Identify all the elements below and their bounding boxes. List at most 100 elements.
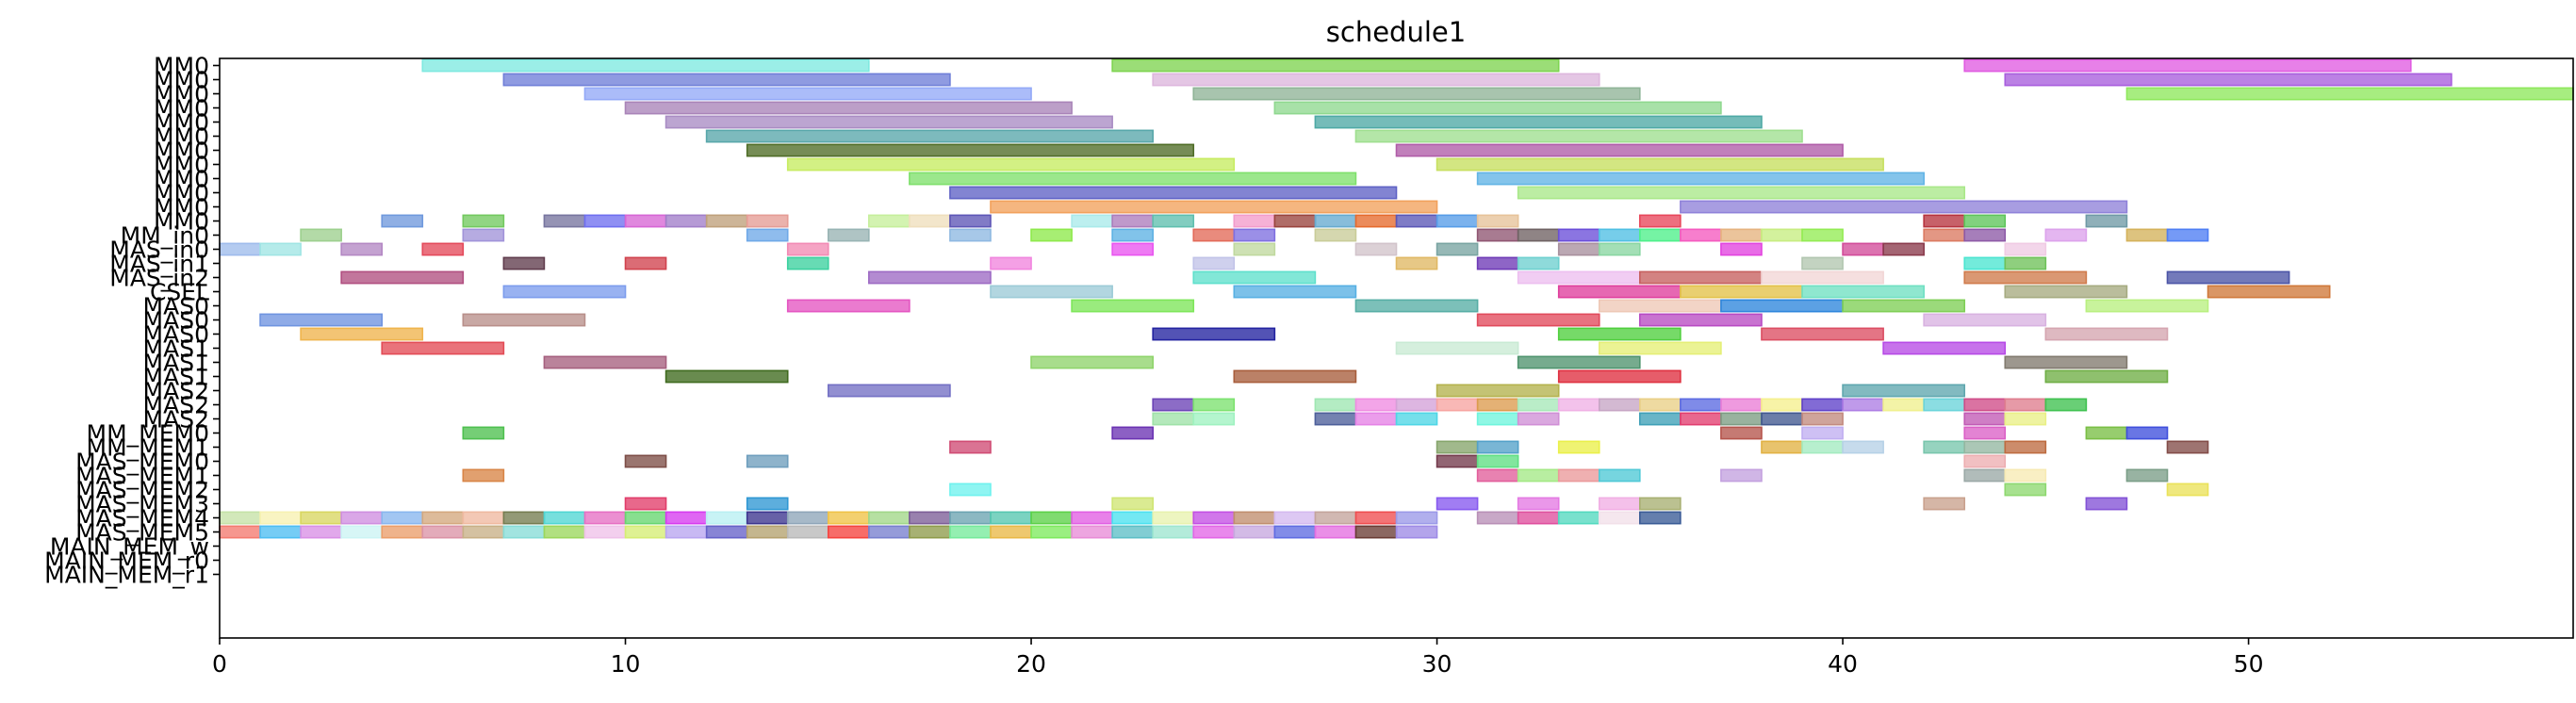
task-bar <box>1963 256 2007 270</box>
task-bar <box>1923 313 2047 327</box>
task-bar <box>949 511 992 525</box>
task-bar <box>868 525 911 539</box>
task-bar <box>1557 468 1600 482</box>
task-bar <box>1761 270 1884 285</box>
task-bar <box>1842 299 1966 313</box>
task-bar <box>1395 525 1438 539</box>
task-bar <box>1639 412 1682 426</box>
task-bar <box>2004 285 2128 299</box>
task-bar <box>1354 525 1398 539</box>
task-bar <box>340 270 465 285</box>
task-bar <box>583 525 627 539</box>
y-tick-label: MM0 <box>154 67 209 94</box>
task-bar <box>1436 398 1479 412</box>
task-bar <box>1436 440 1479 454</box>
x-tick-label: 20 <box>1016 650 1046 678</box>
task-bar <box>1761 327 1884 341</box>
task-bar <box>827 511 870 525</box>
task-bar <box>502 511 546 525</box>
task-bar <box>1476 468 1519 482</box>
task-bar <box>786 525 829 539</box>
task-bar <box>1354 242 1398 256</box>
task-bar <box>1233 511 1276 525</box>
task-bar <box>1111 58 1560 73</box>
task-bar <box>543 525 586 539</box>
task-bar <box>1801 398 1844 412</box>
task-bar <box>1517 256 1560 270</box>
task-bar <box>909 172 1357 186</box>
task-bar <box>462 468 505 482</box>
task-bar <box>1233 214 1276 228</box>
task-bar <box>990 285 1113 299</box>
y-tick-label: MAS_MEM4 <box>75 505 209 532</box>
task-bar <box>1152 525 1195 539</box>
task-bar <box>2125 426 2169 440</box>
task-bar <box>421 242 465 256</box>
task-bar <box>1720 242 1763 256</box>
task-bar <box>1395 341 1519 355</box>
task-bar <box>2004 242 2047 256</box>
task-bar <box>1557 242 1600 256</box>
task-bar <box>1476 511 1519 525</box>
task-bar <box>1598 468 1641 482</box>
task-bar <box>2004 398 2047 412</box>
task-bar <box>2166 270 2290 285</box>
y-tick-label: MM0 <box>154 166 209 193</box>
y-tick-label: MAS2 <box>143 406 209 433</box>
task-bar <box>1557 228 1600 242</box>
y-tick-label: MAS_MEM5 <box>75 519 209 547</box>
y-tick-label: MAIN_MEM_r1 <box>44 562 209 589</box>
task-bar <box>1801 256 1844 270</box>
y-tick-label: MAS1 <box>143 335 209 363</box>
task-bar <box>705 214 748 228</box>
task-bar <box>1639 398 1682 412</box>
task-bar <box>1233 228 1276 242</box>
task-bar <box>786 157 1236 172</box>
task-bar <box>1598 497 1641 511</box>
task-bar <box>1071 214 1113 228</box>
task-bar <box>746 228 789 242</box>
task-bar <box>990 256 1032 270</box>
task-bar <box>2166 482 2209 497</box>
task-bar <box>1720 398 1763 412</box>
task-bar <box>1152 398 1195 412</box>
task-bar <box>219 525 261 539</box>
task-bar <box>1963 468 2007 482</box>
y-tick-label: MM_MEM1 <box>87 434 209 462</box>
task-bar <box>1152 214 1195 228</box>
task-bar <box>300 511 342 525</box>
task-bar <box>1639 228 1682 242</box>
task-bar <box>1192 511 1236 525</box>
task-bar <box>1476 214 1519 228</box>
task-bar <box>1639 511 1682 525</box>
y-tick-label: MM0 <box>154 208 209 236</box>
task-bar <box>583 214 627 228</box>
task-bar <box>1963 412 2007 426</box>
task-bar <box>868 214 911 228</box>
task-bar <box>1842 398 1884 412</box>
task-bar <box>1233 285 1357 299</box>
task-bar <box>300 327 424 341</box>
task-bar <box>1517 511 1560 525</box>
task-bar <box>1720 426 1763 440</box>
task-bar <box>1761 398 1803 412</box>
task-bar <box>543 214 586 228</box>
task-bar <box>1639 214 1682 228</box>
task-bar <box>1273 525 1317 539</box>
task-bar <box>259 511 302 525</box>
y-tick-label: MAS_MEM0 <box>75 449 209 476</box>
task-bar <box>949 482 992 497</box>
task-bar <box>583 511 627 525</box>
task-bar <box>1192 525 1236 539</box>
task-bar <box>1680 398 1722 412</box>
task-bar <box>786 256 829 270</box>
task-bar <box>1111 426 1154 440</box>
task-bar <box>1517 468 1560 482</box>
y-tick-label: MAS_MEM2 <box>75 477 209 504</box>
task-bar <box>1152 511 1195 525</box>
task-bar <box>1923 214 1966 228</box>
task-bar <box>1476 228 1519 242</box>
task-bar <box>909 214 951 228</box>
task-bar <box>1436 384 1560 398</box>
task-bar <box>543 511 586 525</box>
